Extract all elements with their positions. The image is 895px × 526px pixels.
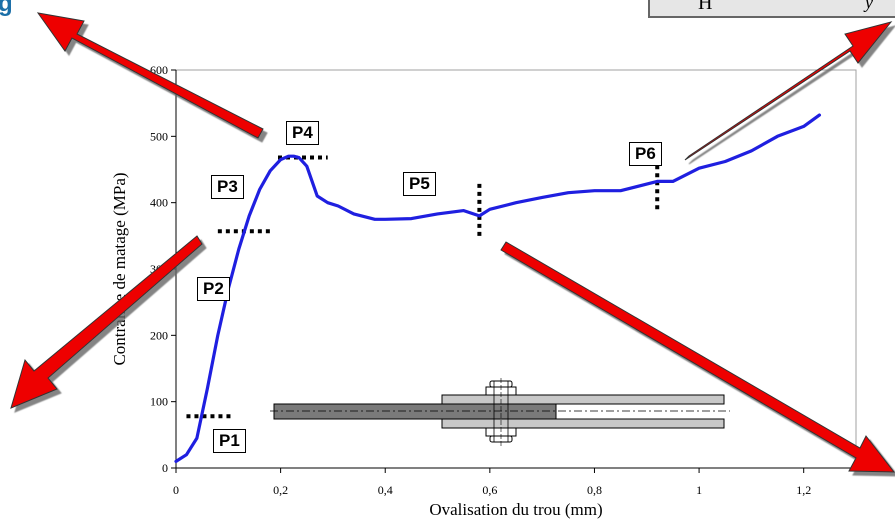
phase-label-p1: P1	[213, 429, 246, 453]
corner-box	[648, 0, 895, 18]
y-tick-label: 400	[150, 196, 168, 210]
phase-label-p2: P2	[197, 277, 230, 301]
x-tick-label: 1	[696, 483, 702, 497]
x-tick-label: 0	[173, 483, 179, 497]
y-tick-label: 200	[150, 328, 168, 342]
phase-label-p3: P3	[211, 175, 244, 199]
x-ticks: 0 0,2 0,4 0,6 0,8 1 1,2	[173, 468, 811, 497]
phase-label-p4: P4	[286, 121, 319, 145]
arrow-down-right-icon	[500, 241, 895, 473]
x-tick-label: 0,6	[482, 483, 497, 497]
x-tick-label: 0,4	[378, 483, 393, 497]
corner-letter: y	[865, 0, 873, 12]
arrow-up-right-icon	[684, 21, 893, 161]
phase-label-p6: P6	[629, 142, 662, 166]
top-left-glyph: g	[0, 0, 13, 17]
y-tick-label: 0	[162, 461, 168, 475]
arrow-down-left-icon	[10, 235, 203, 409]
corner-text: H	[698, 0, 713, 14]
y-ticks: 0100200300400500600	[150, 63, 176, 475]
y-tick-label: 100	[150, 395, 168, 409]
phase-label-p5: P5	[403, 172, 436, 196]
series-line	[174, 113, 821, 463]
x-tick-label: 0,8	[587, 483, 602, 497]
x-axis-title: Ovalisation du trou (mm)	[429, 500, 602, 519]
arrows	[10, 12, 895, 473]
arrow-up-left-icon	[36, 12, 264, 139]
x-tick-label: 0,2	[273, 483, 288, 497]
y-axis-title: Contrainte de matage (MPa)	[110, 172, 129, 365]
x-tick-label: 1,2	[796, 483, 811, 497]
y-tick-label: 500	[150, 129, 168, 143]
bolt-schematic-icon	[270, 375, 740, 446]
